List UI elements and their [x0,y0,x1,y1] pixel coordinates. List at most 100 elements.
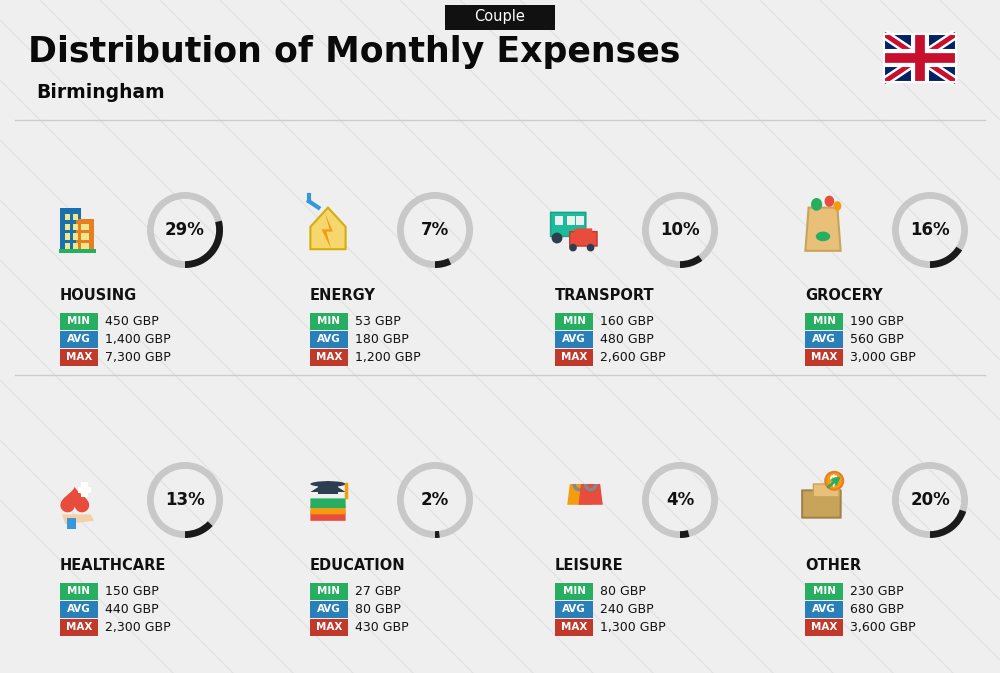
Text: 480 GBP: 480 GBP [600,333,654,346]
Wedge shape [397,462,473,538]
Wedge shape [435,258,451,268]
FancyBboxPatch shape [310,601,348,618]
Text: ENERGY: ENERGY [310,287,376,302]
FancyBboxPatch shape [555,601,593,618]
FancyBboxPatch shape [805,583,843,600]
Polygon shape [62,514,94,524]
Text: 190 GBP: 190 GBP [850,315,904,328]
Text: 10%: 10% [660,221,700,239]
Circle shape [587,244,594,252]
Text: AVG: AVG [67,604,91,614]
Circle shape [569,244,577,252]
FancyBboxPatch shape [310,349,348,366]
Text: 7,300 GBP: 7,300 GBP [105,351,171,364]
Text: HOUSING: HOUSING [60,287,137,302]
FancyBboxPatch shape [310,505,346,514]
Text: MIN: MIN [562,586,586,596]
Text: MIN: MIN [562,316,586,326]
FancyBboxPatch shape [567,215,575,225]
Text: Birmingham: Birmingham [36,83,165,102]
Text: TRANSPORT: TRANSPORT [555,287,655,302]
FancyBboxPatch shape [570,232,597,246]
Text: 7%: 7% [421,221,449,239]
Text: 430 GBP: 430 GBP [355,621,409,634]
Text: MAX: MAX [811,623,837,633]
FancyBboxPatch shape [555,215,563,225]
Text: 3,600 GBP: 3,600 GBP [850,621,916,634]
Polygon shape [60,487,89,512]
FancyBboxPatch shape [59,249,96,253]
Text: Distribution of Monthly Expenses: Distribution of Monthly Expenses [28,35,680,69]
Text: MAX: MAX [811,353,837,363]
Polygon shape [578,484,603,505]
FancyBboxPatch shape [555,583,593,600]
FancyBboxPatch shape [78,487,91,493]
Text: $: $ [829,474,839,488]
Text: 1,400 GBP: 1,400 GBP [105,333,171,346]
Text: MIN: MIN [812,316,836,326]
FancyBboxPatch shape [555,619,593,636]
Text: 160 GBP: 160 GBP [600,315,654,328]
Text: 16%: 16% [910,221,950,239]
Text: MIN: MIN [68,586,90,596]
Text: 680 GBP: 680 GBP [850,603,904,616]
FancyBboxPatch shape [884,34,956,82]
Wedge shape [642,462,718,538]
Text: 53 GBP: 53 GBP [355,315,401,328]
FancyBboxPatch shape [805,313,843,330]
Text: 2%: 2% [421,491,449,509]
Text: MIN: MIN [812,586,836,596]
Text: 13%: 13% [165,491,205,509]
FancyBboxPatch shape [65,243,70,249]
Text: 4%: 4% [666,491,694,509]
FancyBboxPatch shape [65,234,70,240]
FancyBboxPatch shape [802,491,841,518]
Wedge shape [930,509,966,538]
Ellipse shape [816,232,830,241]
FancyBboxPatch shape [805,601,843,618]
FancyBboxPatch shape [60,207,81,249]
FancyBboxPatch shape [81,223,89,230]
Text: 2,300 GBP: 2,300 GBP [105,621,171,634]
Text: MIN: MIN [318,586,340,596]
Wedge shape [147,462,223,538]
Text: 450 GBP: 450 GBP [105,315,159,328]
Wedge shape [185,221,223,268]
Wedge shape [185,522,213,538]
Circle shape [571,233,582,244]
Polygon shape [322,213,333,249]
Polygon shape [310,207,346,249]
Text: OTHER: OTHER [805,557,861,573]
FancyBboxPatch shape [310,499,346,508]
Text: 240 GBP: 240 GBP [600,603,654,616]
FancyBboxPatch shape [60,349,98,366]
Text: 29%: 29% [165,221,205,239]
Text: MAX: MAX [561,623,587,633]
Text: MAX: MAX [66,353,92,363]
Text: 3,000 GBP: 3,000 GBP [850,351,916,364]
Wedge shape [397,192,473,268]
FancyBboxPatch shape [555,331,593,348]
Text: 20%: 20% [910,491,950,509]
FancyBboxPatch shape [76,219,94,249]
FancyBboxPatch shape [73,234,78,240]
FancyBboxPatch shape [65,214,70,220]
FancyBboxPatch shape [575,228,592,238]
Text: MIN: MIN [68,316,90,326]
FancyBboxPatch shape [445,5,555,30]
FancyBboxPatch shape [318,483,338,493]
Circle shape [825,472,843,490]
Text: AVG: AVG [812,604,836,614]
FancyBboxPatch shape [555,313,593,330]
Polygon shape [310,481,346,492]
Text: 560 GBP: 560 GBP [850,333,904,346]
Text: AVG: AVG [812,334,836,345]
FancyBboxPatch shape [73,223,78,230]
Text: HEALTHCARE: HEALTHCARE [60,557,166,573]
FancyBboxPatch shape [551,213,586,236]
FancyBboxPatch shape [805,349,843,366]
Text: AVG: AVG [317,334,341,345]
FancyBboxPatch shape [73,214,78,220]
Text: AVG: AVG [562,604,586,614]
Text: MAX: MAX [316,623,342,633]
